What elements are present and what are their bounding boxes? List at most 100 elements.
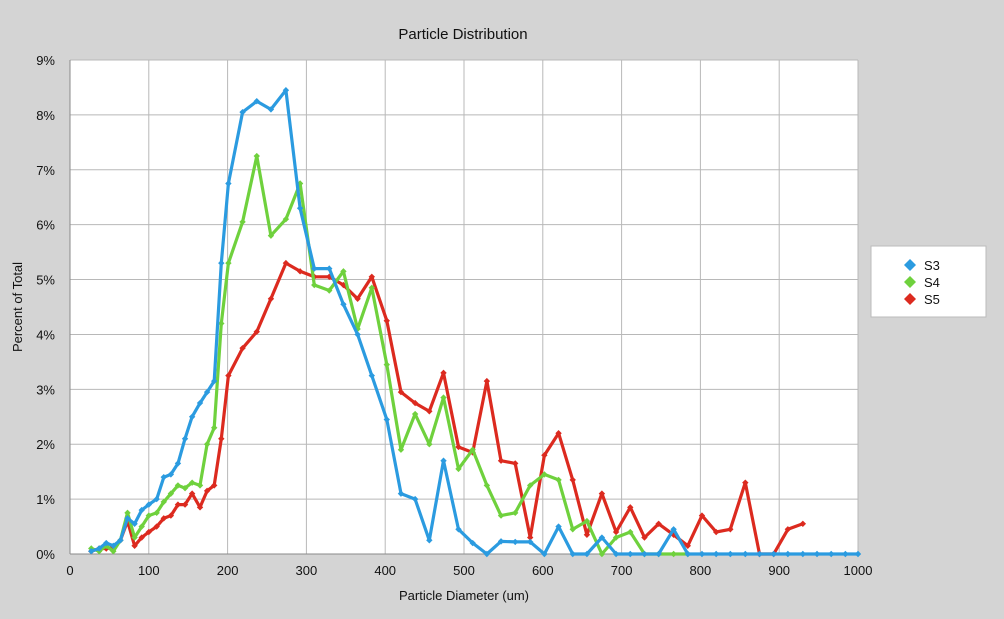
x-tick-label: 800 <box>690 563 712 578</box>
data-point <box>583 550 591 558</box>
data-point <box>469 446 476 453</box>
data-point <box>311 265 318 272</box>
legend-marker <box>904 276 916 288</box>
data-point <box>354 295 361 302</box>
data-point <box>117 537 124 544</box>
legend-label: S5 <box>924 292 940 307</box>
x-tick-label: 300 <box>296 563 318 578</box>
data-point <box>267 295 275 302</box>
data-point <box>828 550 835 558</box>
data-point <box>526 538 534 546</box>
data-point <box>670 531 677 538</box>
data-point <box>181 501 189 508</box>
data-point <box>239 108 246 116</box>
data-point <box>612 534 620 541</box>
data-point <box>670 550 677 558</box>
data-point <box>727 550 734 558</box>
data-point <box>784 526 792 533</box>
data-point <box>583 517 591 525</box>
data-point <box>698 512 706 519</box>
data-point <box>569 476 576 484</box>
data-point <box>440 394 447 401</box>
legend-item-s4: S4 <box>904 275 940 290</box>
data-point <box>138 523 145 530</box>
data-point <box>397 490 405 497</box>
x-tick-label: 400 <box>374 563 396 578</box>
data-point <box>181 435 189 442</box>
data-point <box>368 284 376 291</box>
data-point <box>756 550 763 558</box>
data-point <box>88 548 95 555</box>
legend-label: S3 <box>924 258 940 273</box>
y-axis-label: Percent of Total <box>10 262 25 352</box>
data-point <box>712 550 720 558</box>
data-point <box>411 410 419 418</box>
data-point <box>203 441 211 448</box>
chart-title: Particle Distribution <box>398 26 527 43</box>
data-point <box>131 520 138 528</box>
data-point <box>397 388 405 396</box>
y-tick-label: 4% <box>36 327 55 342</box>
data-point <box>211 424 218 431</box>
series-group <box>88 86 862 558</box>
data-point <box>167 490 175 497</box>
data-point <box>174 460 182 467</box>
series-s3 <box>88 86 862 558</box>
data-point <box>612 550 620 558</box>
data-point <box>426 408 433 415</box>
data-point <box>253 328 260 335</box>
data-point <box>296 268 304 275</box>
data-point <box>203 388 211 396</box>
data-point <box>131 534 138 541</box>
legend-box <box>870 245 987 318</box>
data-point <box>282 86 290 94</box>
y-axis-ticks: 0% 1% 2% 3% 4% 5% 6% 7% 8% 9% <box>36 53 55 562</box>
data-point <box>188 490 196 497</box>
data-point <box>627 528 634 536</box>
data-point <box>225 259 232 267</box>
data-point <box>160 473 167 481</box>
data-point <box>225 180 232 187</box>
series-line-s3 <box>90 88 858 556</box>
data-point <box>174 501 182 508</box>
data-point <box>512 509 519 517</box>
y-tick-label: 6% <box>36 218 55 233</box>
data-point <box>469 539 476 547</box>
data-point <box>512 538 519 546</box>
data-point <box>483 482 491 489</box>
data-point <box>239 218 246 226</box>
data-point <box>110 548 117 555</box>
data-point <box>160 515 167 522</box>
data-point <box>497 538 505 545</box>
data-point <box>218 435 225 442</box>
data-point <box>296 180 304 187</box>
data-point <box>612 528 620 536</box>
data-point <box>368 372 376 379</box>
data-point <box>555 430 562 437</box>
y-tick-label: 3% <box>36 382 55 397</box>
data-point <box>670 526 677 533</box>
data-point <box>483 377 491 385</box>
data-point <box>160 498 167 506</box>
data-point <box>253 97 260 105</box>
data-point <box>455 465 462 473</box>
data-point <box>497 512 505 519</box>
data-point <box>167 471 175 478</box>
data-point <box>326 287 333 294</box>
data-point <box>512 460 519 467</box>
data-point <box>131 542 138 549</box>
data-point <box>455 526 462 533</box>
data-point <box>218 320 225 327</box>
y-tick-label: 1% <box>36 492 55 507</box>
data-point <box>440 457 447 464</box>
y-tick-label: 9% <box>36 53 55 68</box>
data-point <box>440 369 447 377</box>
data-point <box>541 550 548 558</box>
data-point <box>145 501 152 508</box>
series-line-s4 <box>90 154 688 556</box>
x-tick-label: 200 <box>217 563 239 578</box>
data-point <box>397 446 405 453</box>
data-point <box>583 531 591 538</box>
y-tick-label: 5% <box>36 273 55 288</box>
data-point <box>145 528 152 536</box>
